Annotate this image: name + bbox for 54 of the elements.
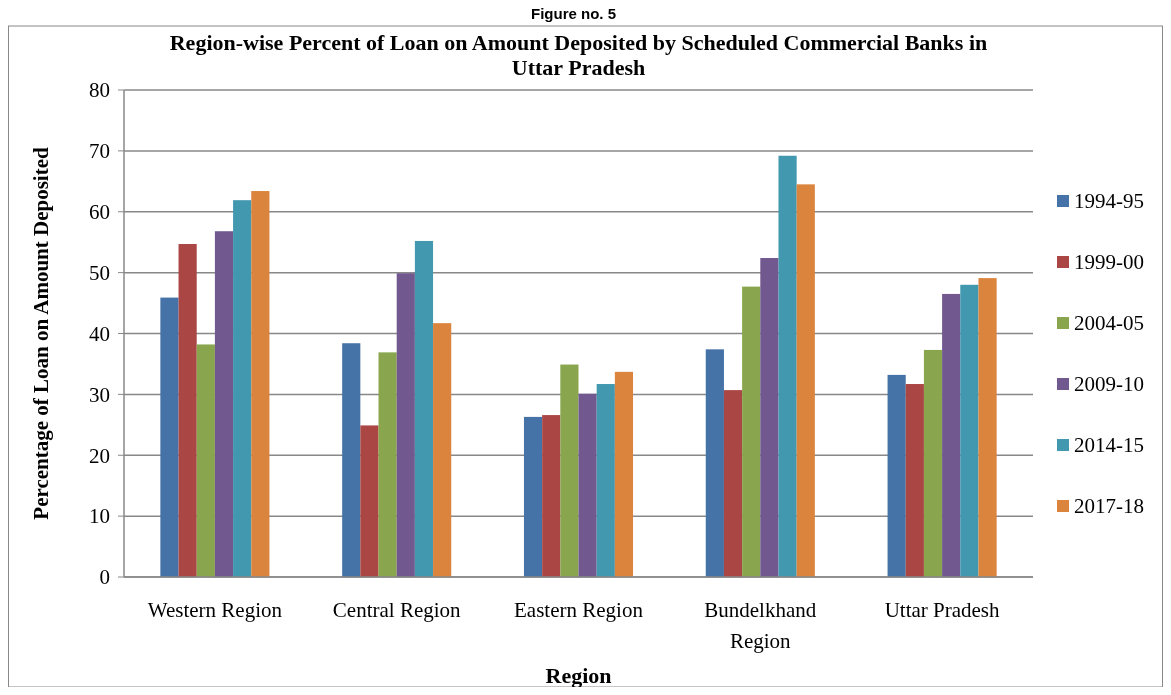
bar xyxy=(596,384,615,577)
bar xyxy=(887,374,906,577)
bar xyxy=(342,343,361,577)
bar xyxy=(178,244,197,577)
bar xyxy=(360,425,379,577)
x-tick-label: Central Region xyxy=(332,598,462,622)
bar xyxy=(433,323,452,577)
legend-label: 2009-10 xyxy=(1074,372,1144,397)
x-tick-label: Eastern Region xyxy=(514,598,644,622)
bar xyxy=(414,240,434,577)
legend-label: 2014-15 xyxy=(1074,433,1144,458)
bar xyxy=(923,349,943,577)
text: Figure no. 5 xyxy=(530,5,617,22)
bar xyxy=(560,364,579,577)
x-axis-title: Region xyxy=(545,663,612,688)
bar xyxy=(978,278,997,577)
bar xyxy=(705,349,724,577)
y-tick-label: 70 xyxy=(89,139,110,164)
bar xyxy=(396,273,415,577)
chart-title: Region-wise Percent of Loan on Amount Deposited by Scheduled Commercial Banks in Uttar Pradesh xyxy=(169,30,988,80)
bar xyxy=(742,286,761,577)
bar xyxy=(796,184,815,577)
bar xyxy=(960,284,979,577)
y-tick-label: 10 xyxy=(89,504,110,529)
bar xyxy=(614,371,634,577)
legend-label: 1994-95 xyxy=(1074,189,1144,214)
x-tick-label: Uttar Pradesh xyxy=(884,598,1001,622)
legend-label: 2017-18 xyxy=(1074,494,1144,519)
legend-label: 1999-00 xyxy=(1074,250,1144,275)
bar xyxy=(233,200,252,577)
y-tick-label: 60 xyxy=(89,200,110,225)
bar xyxy=(760,258,779,577)
legend-label: 2004-05 xyxy=(1074,311,1144,336)
bar xyxy=(723,390,743,577)
bar xyxy=(942,293,961,577)
bar xyxy=(196,344,215,577)
bar xyxy=(378,352,397,577)
bar xyxy=(905,384,924,577)
bar xyxy=(578,393,597,577)
y-tick-label: 50 xyxy=(89,260,110,285)
bar xyxy=(542,415,561,577)
bar xyxy=(160,297,179,577)
bar xyxy=(251,191,270,577)
bar xyxy=(778,155,797,577)
x-tick-label: Bundelkhand Region xyxy=(704,598,817,653)
bar xyxy=(523,416,543,577)
y-tick-label: 80 xyxy=(89,78,110,103)
y-tick-label: 40 xyxy=(89,321,110,346)
y-tick-label: 30 xyxy=(89,382,110,407)
y-tick-label: 0 xyxy=(99,565,110,590)
y-axis-title: Percentage of Loan on Amount Deposited xyxy=(29,147,53,520)
bar xyxy=(214,231,234,577)
y-tick-label: 20 xyxy=(89,443,110,468)
x-tick-label: Western Region xyxy=(147,598,283,622)
